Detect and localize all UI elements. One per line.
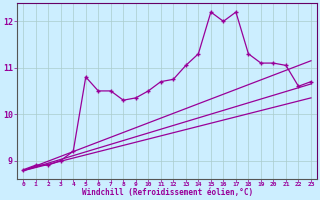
X-axis label: Windchill (Refroidissement éolien,°C): Windchill (Refroidissement éolien,°C) xyxy=(82,188,253,197)
